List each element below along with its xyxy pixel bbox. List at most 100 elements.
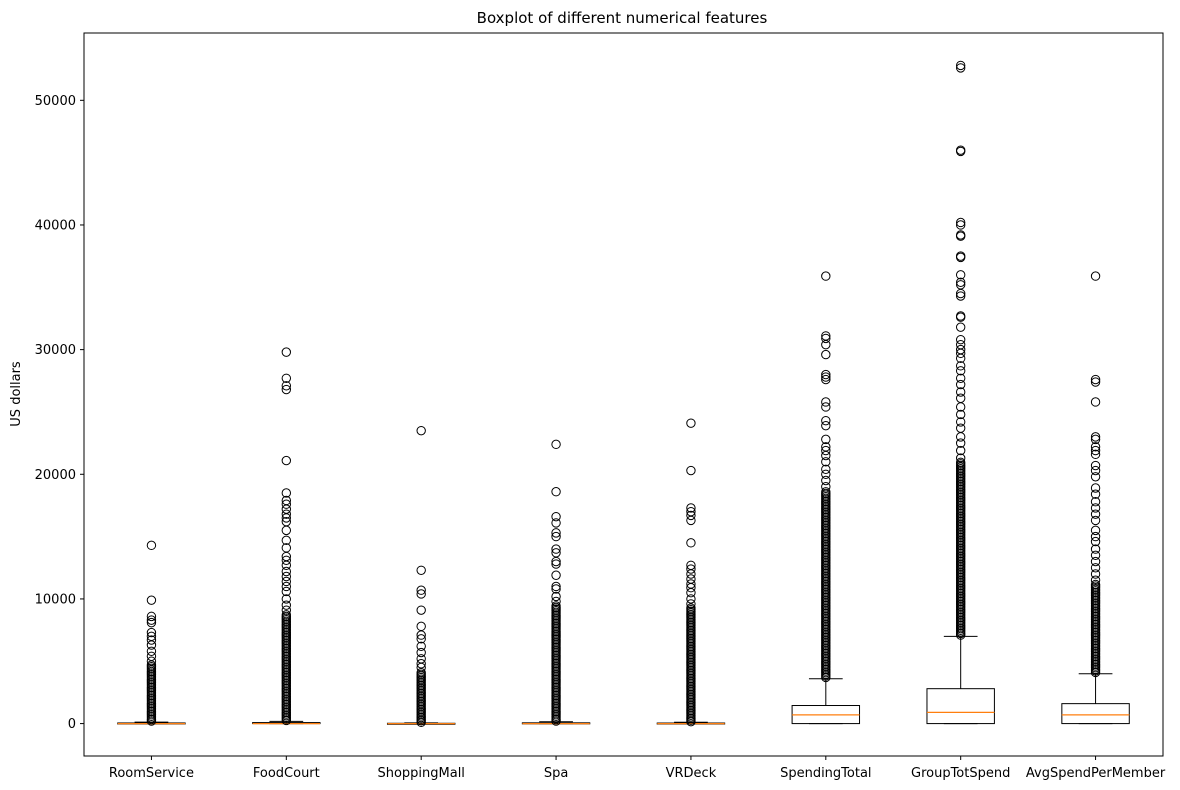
- outlier-point: [146, 540, 157, 551]
- outlier-point: [281, 576, 292, 587]
- outlier-point: [281, 581, 292, 592]
- outlier-point: [821, 402, 831, 412]
- outlier-point: [551, 544, 561, 554]
- outlier-point: [416, 668, 426, 678]
- y-tick-label: 10000: [35, 592, 76, 607]
- outlier-point: [955, 423, 966, 433]
- outlier-point: [1090, 489, 1101, 499]
- outlier-point: [955, 361, 966, 371]
- plot-frame: [83, 32, 1164, 757]
- x-tick-label: AvgSpendPerMember: [1026, 766, 1166, 781]
- outlier-point: [1090, 550, 1101, 561]
- outlier-point: [686, 538, 696, 548]
- box: [926, 688, 995, 725]
- outlier-point: [686, 588, 696, 598]
- outlier-point: [281, 499, 292, 509]
- outlier-point: [1090, 515, 1101, 526]
- outlier-point: [1090, 445, 1101, 456]
- outlier-point: [955, 453, 966, 463]
- outlier-point: [281, 525, 292, 536]
- outlier-point: [416, 647, 426, 658]
- outlier-point: [686, 574, 696, 584]
- outlier-point: [1090, 544, 1101, 554]
- outlier-point: [955, 402, 966, 412]
- outlier-point: [821, 420, 831, 431]
- outlier-point: [1090, 465, 1101, 476]
- outlier-point: [821, 475, 831, 486]
- outlier-point: [551, 439, 561, 450]
- outlier-point: [1090, 579, 1101, 590]
- outlier-point: [281, 509, 292, 519]
- outlier-point: [955, 252, 966, 263]
- y-tick-label: 30000: [35, 343, 76, 358]
- y-tick-label: 20000: [35, 468, 76, 483]
- outlier-point: [416, 641, 426, 652]
- outlier-point: [821, 434, 831, 445]
- outlier-point: [281, 571, 292, 582]
- outlier-point: [1090, 556, 1101, 567]
- outlier-point: [955, 373, 966, 383]
- outlier-point: [1090, 569, 1101, 579]
- outlier-point: [955, 60, 966, 71]
- plot-area: 0 10000 20000 30000 40000 50000 RoomService Foo…: [35, 60, 1166, 781]
- outlier-point: [955, 270, 966, 280]
- outlier-point: [146, 595, 157, 605]
- outlier-point: [551, 581, 561, 592]
- outlier-point: [551, 596, 561, 607]
- outlier-point: [551, 556, 561, 567]
- outlier-point: [686, 418, 696, 428]
- outlier-point: [955, 339, 966, 350]
- outlier-point: [955, 291, 966, 301]
- outlier-point: [821, 369, 831, 380]
- outlier-point: [686, 594, 696, 604]
- outlier-point: [955, 353, 966, 364]
- outlier-point: [821, 487, 831, 497]
- x-tick-label: GroupTotSpend: [911, 766, 1010, 781]
- outlier-point: [281, 455, 292, 466]
- outlier-point: [955, 334, 966, 345]
- outlier-point: [281, 605, 292, 615]
- y-tick-label: 40000: [35, 218, 76, 233]
- outlier-point: [146, 615, 157, 625]
- outlier-point: [686, 599, 696, 609]
- outlier-point: [821, 482, 831, 492]
- outlier-point: [281, 347, 292, 357]
- outlier-point: [686, 583, 696, 593]
- outlier-point: [1090, 472, 1101, 482]
- outlier-point: [416, 585, 426, 595]
- outlier-point: [1090, 483, 1101, 493]
- outlier-point: [955, 220, 966, 230]
- outlier-point: [955, 409, 966, 420]
- outlier-point: [281, 384, 292, 395]
- y-tick-label: 0: [68, 717, 76, 732]
- outlier-point: [955, 288, 966, 299]
- outlier-point: [686, 510, 696, 521]
- outlier-point: [281, 488, 292, 498]
- outlier-point: [416, 425, 426, 436]
- outlier-point: [416, 589, 426, 599]
- outlier-point: [955, 417, 966, 427]
- outlier-point: [821, 450, 831, 461]
- outlier-point: [955, 231, 966, 241]
- outlier-point: [686, 503, 696, 513]
- outlier-point: [955, 63, 966, 73]
- outlier-point: [551, 528, 561, 538]
- outlier-point: [416, 621, 426, 632]
- outlier-point: [551, 487, 561, 497]
- outlier-point: [955, 146, 966, 157]
- outlier-point: [955, 457, 966, 467]
- outlier-point: [955, 322, 966, 332]
- outlier-point: [416, 659, 426, 669]
- outlier-point: [955, 348, 966, 359]
- outlier-point: [686, 603, 696, 613]
- outlier-point: [416, 605, 426, 615]
- outlier-point: [1090, 377, 1101, 387]
- y-tick-label: 50000: [35, 94, 76, 109]
- outlier-point: [551, 601, 561, 611]
- x-tick-label: Spa: [544, 766, 568, 781]
- outlier-point: [551, 518, 561, 528]
- outlier-point: [1090, 434, 1101, 445]
- outlier-point: [1090, 536, 1101, 547]
- outlier-point: [821, 349, 831, 360]
